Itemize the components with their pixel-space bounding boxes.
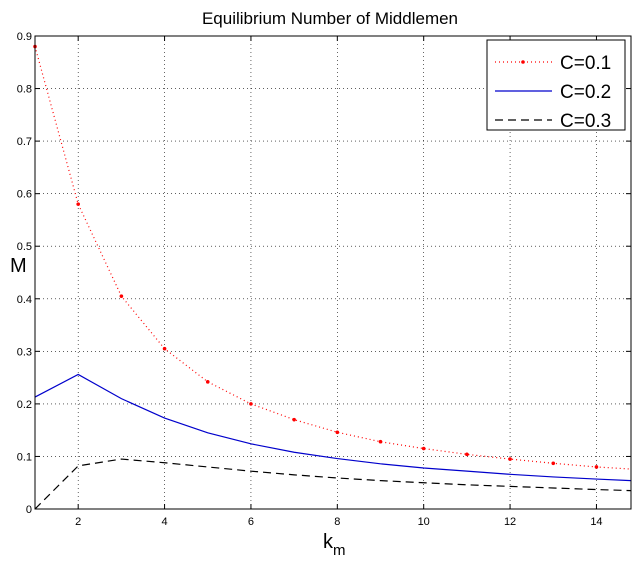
data-point (249, 402, 253, 406)
grid (35, 36, 631, 509)
data-point (594, 465, 599, 469)
data-point (162, 346, 167, 351)
y-tick-label: 0.2 (17, 399, 32, 411)
x-tick-label: 2 (75, 516, 81, 528)
y-tick-label: 0 (26, 504, 32, 516)
x-tick-label: 6 (248, 516, 254, 528)
x-axis: 2 4 6 8 10 12 14 (75, 36, 603, 528)
y-tick-label: 0.6 (17, 189, 32, 201)
x-axis-label-main: k (323, 531, 334, 553)
y-tick-label: 0.1 (17, 451, 32, 463)
legend-label-3: C=0.3 (560, 111, 611, 132)
x-tick-label: 8 (334, 516, 340, 528)
legend-marker (521, 60, 525, 64)
legend-label-1: C=0.1 (560, 53, 611, 74)
data-point (76, 202, 80, 206)
x-axis-label: km (323, 531, 346, 559)
data-point (335, 430, 340, 435)
data-point (465, 452, 469, 457)
legend-box (486, 39, 626, 131)
data-point (421, 446, 426, 451)
legend: C=0.1 C=0.2 C=0.3 (486, 39, 626, 132)
y-tick-label: 0.7 (17, 136, 32, 148)
x-tick-label: 4 (162, 516, 168, 528)
y-tick-label: 0.3 (17, 346, 32, 358)
y-tick-label: 0.8 (17, 84, 32, 96)
x-tick-label: 14 (590, 516, 602, 528)
series-line-3 (34, 458, 632, 510)
x-tick-label: 10 (418, 516, 430, 528)
plot-area-border (34, 35, 632, 510)
chart-title: Equilibrium Number of Middlemen (202, 9, 458, 28)
data-point (508, 457, 512, 461)
data-point (205, 380, 210, 384)
data-point (378, 439, 383, 444)
y-axis-label: M (10, 255, 27, 277)
data-point (551, 461, 556, 466)
y-tick-label: 0.4 (17, 294, 32, 306)
series-line-2 (34, 373, 632, 482)
y-tick-label: 0.5 (17, 241, 32, 253)
legend-label-2: C=0.2 (560, 82, 611, 103)
y-axis: 0 0.1 0.2 0.3 0.4 0.5 0.6 0.7 0.8 0.9 (17, 31, 631, 516)
x-axis-label-subscript: m (333, 542, 346, 559)
y-tick-label: 0.9 (17, 31, 32, 43)
data-point (292, 417, 296, 422)
x-tick-label: 12 (504, 516, 516, 528)
data-point (119, 294, 124, 298)
